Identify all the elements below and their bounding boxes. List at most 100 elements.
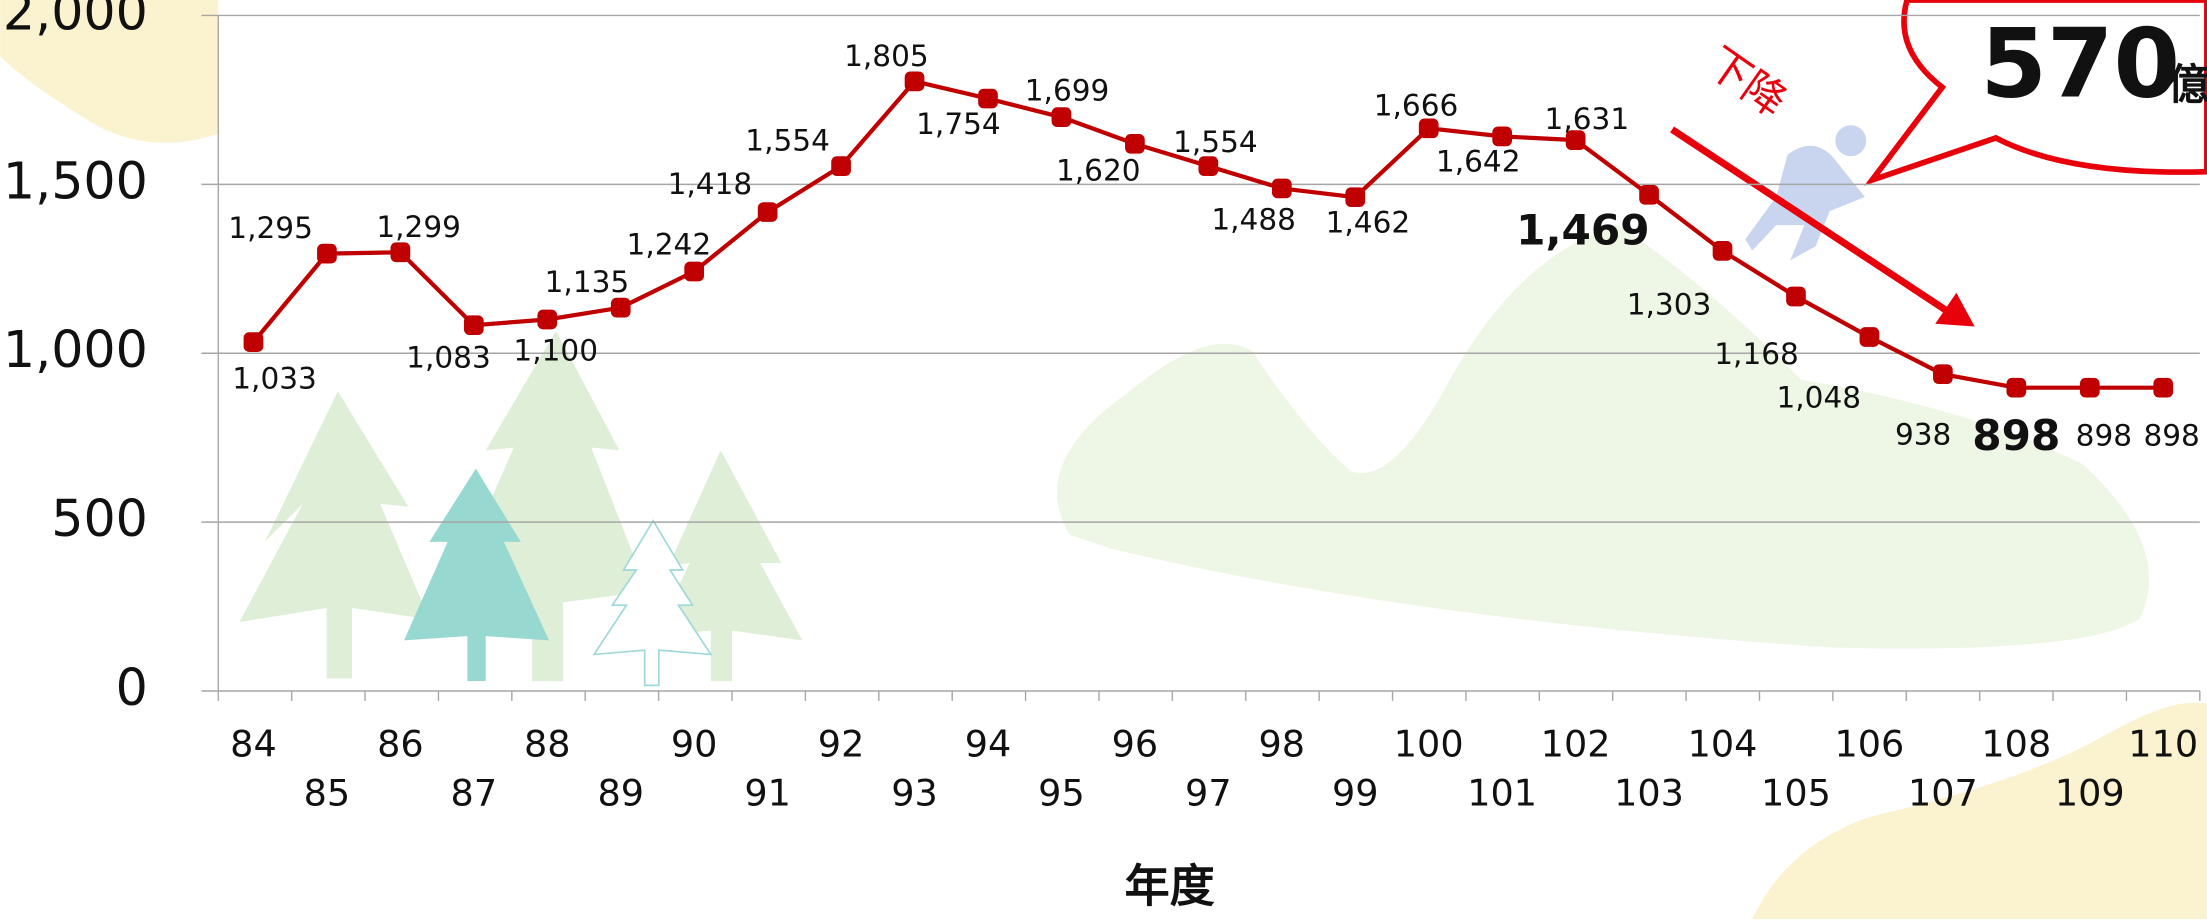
marker <box>463 315 484 336</box>
x-tick-label: 97 <box>1185 772 1232 815</box>
marker <box>610 297 631 318</box>
marker <box>1345 187 1366 208</box>
annotation: 570 <box>1980 8 2180 120</box>
x-tick-label: 99 <box>1332 772 1379 815</box>
x-tick-label: 95 <box>1038 772 1085 815</box>
x-tick-label: 88 <box>524 722 571 765</box>
data-label: 1,168 <box>1714 337 1799 371</box>
data-label: 1,469 <box>1516 205 1650 254</box>
marker <box>1712 241 1733 261</box>
x-tick-label: 92 <box>818 722 865 765</box>
tree <box>404 468 550 682</box>
x-tick-label: 107 <box>1908 772 1978 815</box>
arrow-head <box>1935 292 1975 327</box>
x-tick-label: 87 <box>451 772 498 815</box>
marker <box>757 202 778 222</box>
y-tick-label: 1,500 <box>3 151 148 210</box>
x-tick-label: 93 <box>891 772 938 815</box>
data-label: 1,033 <box>232 362 317 396</box>
marker <box>1492 126 1513 147</box>
data-label: 1,242 <box>627 228 712 262</box>
marker <box>2153 377 2174 398</box>
marker <box>2006 377 2027 398</box>
data-label: 1,642 <box>1436 145 1521 179</box>
x-axis-title: 年度 <box>1125 859 1215 912</box>
data-label: 1,631 <box>1545 102 1630 136</box>
data-label: 898 <box>2076 418 2132 452</box>
data-label: 1,418 <box>668 167 753 201</box>
x-tick-label: 89 <box>597 772 644 815</box>
marker <box>831 156 851 176</box>
marker <box>1786 286 1806 307</box>
data-label: 898 <box>1972 411 2060 460</box>
x-tick-label: 91 <box>744 772 791 815</box>
marker <box>390 242 411 263</box>
data-label: 1,554 <box>1173 125 1258 159</box>
x-tick-label: 105 <box>1761 772 1831 815</box>
x-tick-label: 104 <box>1688 722 1758 765</box>
x-tick-label: 90 <box>671 722 718 765</box>
tree <box>592 519 713 687</box>
data-label: 1,462 <box>1326 205 1411 239</box>
data-label: 1,135 <box>545 265 630 299</box>
marker <box>1198 156 1219 176</box>
marker <box>1125 133 1145 154</box>
x-tick-label: 110 <box>2128 722 2198 765</box>
data-label: 1,805 <box>844 39 929 73</box>
data-label: 1,295 <box>228 211 313 245</box>
annotation: 下降 <box>1698 38 1795 127</box>
marker <box>1859 327 1880 347</box>
marker <box>1271 178 1292 199</box>
marker <box>684 261 705 282</box>
x-tick-label: 85 <box>304 772 351 815</box>
marker <box>2079 377 2100 398</box>
annotation: 億 <box>2167 60 2207 109</box>
marker <box>904 71 925 92</box>
data-label: 1,488 <box>1211 202 1296 236</box>
blob <box>0 0 219 143</box>
x-tick-label: 84 <box>230 722 277 765</box>
data-label: 898 <box>2143 418 2199 452</box>
marker <box>317 243 337 264</box>
marker <box>1639 184 1659 205</box>
marker <box>243 332 264 352</box>
data-label: 1,554 <box>745 124 830 158</box>
y-tick-label: 2,000 <box>3 0 148 41</box>
x-tick-label: 108 <box>1981 722 2051 765</box>
marker <box>1051 107 1072 127</box>
data-label: 1,699 <box>1025 73 1110 107</box>
data-label: 1,666 <box>1374 89 1459 123</box>
speech-bubble <box>1864 0 2207 186</box>
data-label: 1,303 <box>1627 287 1712 321</box>
person-icon <box>1745 125 1867 261</box>
x-tick-label: 98 <box>1259 722 1306 765</box>
data-label: 1,048 <box>1776 380 1861 414</box>
y-tick-label: 0 <box>116 658 148 717</box>
x-tick-label: 86 <box>377 722 424 765</box>
data-label: 1,083 <box>406 340 491 374</box>
x-tick-label: 94 <box>965 722 1012 765</box>
marker <box>1565 130 1586 150</box>
data-label: 938 <box>1895 418 1951 452</box>
marker <box>537 309 558 330</box>
x-tick-label: 103 <box>1614 772 1684 815</box>
marker <box>978 88 998 109</box>
y-tick-label: 500 <box>51 489 148 548</box>
data-label: 1,299 <box>376 210 461 244</box>
x-tick-label: 96 <box>1112 722 1159 765</box>
blob <box>1752 702 2207 919</box>
mountain <box>1057 225 2150 649</box>
marker <box>1933 364 1953 385</box>
y-tick-label: 1,000 <box>3 320 148 379</box>
marker <box>1418 118 1439 139</box>
arrow <box>1670 126 1952 316</box>
x-tick-label: 109 <box>2055 772 2125 815</box>
x-tick-label: 101 <box>1467 772 1537 815</box>
data-label: 1,620 <box>1056 153 1141 187</box>
x-tick-label: 106 <box>1835 722 1905 765</box>
data-label: 1,754 <box>916 107 1001 141</box>
x-tick-label: 102 <box>1541 722 1611 765</box>
x-tick-label: 100 <box>1394 722 1464 765</box>
